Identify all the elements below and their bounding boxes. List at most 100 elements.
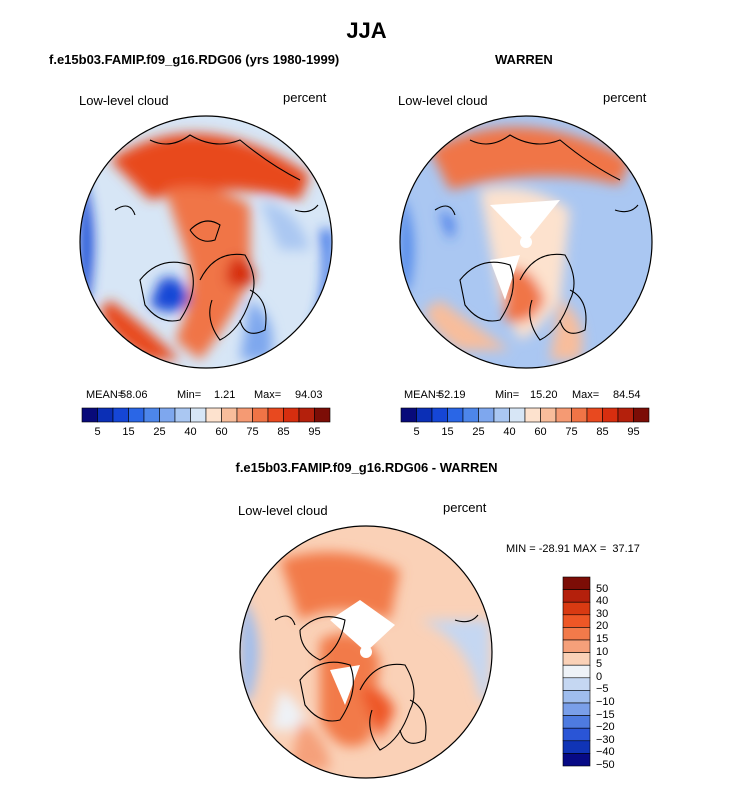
diff-colorbar-box: [562, 702, 591, 716]
obs-missing-greenland: [490, 255, 520, 300]
obs-pole-hole: [520, 236, 532, 248]
diff-colorbar-box: [562, 589, 591, 603]
model-colorbar-box: [174, 407, 191, 423]
obs-units-label: percent: [603, 90, 647, 105]
obs-variable-label: Low-level cloud: [398, 93, 488, 108]
obs-colorbar-box: [447, 407, 464, 423]
model-colorbar-box: [205, 407, 222, 423]
model-colorbar-tick-label: 25: [153, 426, 166, 438]
diff-colorbar-tick-label: −40: [596, 746, 615, 759]
model-max-value: 94.03: [295, 389, 323, 401]
diff-region-east: [420, 620, 490, 700]
obs-colorbar-box: [400, 407, 417, 423]
diff-colorbar-tick-label: −30: [596, 733, 615, 746]
diff-colorbar-box: [562, 677, 591, 691]
model-colorbar-box: [190, 407, 207, 423]
obs-colorbar-tick-label: 85: [596, 426, 609, 438]
obs-colorbar-box: [617, 407, 634, 423]
model-mean-value: 58.06: [120, 389, 148, 401]
diff-colorbar-box: [562, 715, 591, 729]
left-panel-title: f.e15b03.FAMIP.f09_g16.RDG06 (yrs 1980-1…: [49, 52, 340, 67]
diff-colorbar-box: [562, 652, 591, 666]
model-mean-label: MEAN=: [86, 389, 125, 401]
model-colorbar-box: [112, 407, 129, 423]
diff-variable-label: Low-level cloud: [238, 503, 328, 518]
model-min-value: 1.21: [214, 389, 236, 401]
model-colorbar: [81, 407, 331, 423]
diff-map-border: [239, 525, 493, 779]
diff-colorbar-tick-label: 40: [596, 595, 609, 608]
obs-colorbar: [400, 407, 650, 423]
obs-max-value: 84.54: [613, 389, 641, 401]
obs-colorbar-tick-label: 75: [565, 426, 578, 438]
obs-region-sw: [425, 300, 510, 350]
diff-colorbar-box: [562, 664, 591, 679]
diff-region-north: [280, 552, 400, 620]
diff-colorbar-box: [562, 601, 591, 616]
model-region-ne: [260, 200, 310, 250]
model-region-sw: [100, 300, 180, 360]
obs-colorbar-tick-label: 15: [441, 426, 454, 438]
model-colorbar-box: [81, 407, 98, 423]
diff-colorbar-tick-label: 20: [596, 620, 609, 633]
diff-colorbar-box: [562, 576, 591, 590]
obs-map-border: [399, 115, 653, 369]
diff-colorbar-tick-label: −20: [596, 721, 615, 734]
model-colorbar-box: [252, 407, 269, 423]
diff-map: [240, 526, 492, 778]
model-colorbar-box: [283, 407, 300, 423]
model-colorbar-box: [267, 407, 284, 423]
diff-colorbar-tick-label: 15: [596, 633, 609, 645]
diff-region-south: [290, 720, 330, 770]
obs-colorbar-box: [431, 407, 448, 423]
obs-colorbar-box: [540, 407, 557, 423]
obs-missing-pole: [490, 200, 560, 242]
obs-colorbar-box: [478, 407, 495, 423]
model-variable-label: Low-level cloud: [79, 93, 169, 108]
obs-region-west: [400, 200, 414, 290]
diff-colorbar-tick-label: −50: [596, 759, 615, 771]
obs-coastlines: [434, 134, 639, 341]
diff-stats: MIN = -28.91 MAX = 37.17: [506, 543, 640, 555]
obs-region-se: [550, 300, 583, 360]
model-colorbar-box: [97, 407, 114, 423]
model-colorbar-box: [143, 407, 160, 423]
diff-colorbar-tick-label: 10: [596, 645, 609, 658]
model-colorbar-tick-label: 85: [277, 426, 290, 438]
diff-colorbar-box: [562, 690, 591, 704]
diff-colorbar-tick-label: 0: [596, 670, 603, 683]
model-region-greenland: [150, 277, 190, 312]
obs-region-hotspot: [505, 268, 545, 323]
model-colorbar-tick-label: 95: [308, 426, 321, 438]
obs-region-nw: [440, 210, 454, 240]
diff-colorbar-tick-label: 50: [596, 582, 609, 595]
diff-pole-hole: [360, 646, 372, 658]
obs-min-value: 15.20: [530, 389, 558, 401]
model-region-north: [110, 133, 310, 200]
diff-colorbar-tick-label: −10: [596, 696, 615, 708]
model-map: [80, 116, 332, 368]
diff-region-west: [240, 600, 259, 700]
diff-missing-pole: [330, 600, 395, 652]
diff-colorbar-box: [562, 753, 591, 767]
obs-colorbar-box: [416, 407, 433, 423]
model-region-se: [240, 300, 273, 360]
obs-max-label: Max=: [572, 389, 600, 401]
model-max-label: Max=: [254, 389, 282, 401]
obs-colorbar-box: [462, 407, 479, 423]
diff-colorbar-tick-label: −5: [596, 683, 609, 696]
diff-region-hotspot: [360, 687, 395, 740]
diff-colorbar: [562, 576, 591, 767]
obs-mean-value: 52.19: [438, 389, 466, 401]
figure-title: JJA: [346, 18, 387, 43]
diff-colorbar-tick-label: 5: [596, 658, 603, 671]
diff-colorbar-box: [562, 614, 591, 628]
obs-colorbar-box: [524, 407, 541, 423]
diff-colorbar-tick-label: −15: [596, 708, 615, 721]
model-map-border: [79, 115, 333, 369]
model-coastlines: [114, 134, 319, 341]
obs-colorbar-tick-label: 60: [534, 426, 547, 438]
model-region-central: [165, 187, 250, 360]
obs-colorbar-tick-label: 25: [472, 426, 485, 438]
